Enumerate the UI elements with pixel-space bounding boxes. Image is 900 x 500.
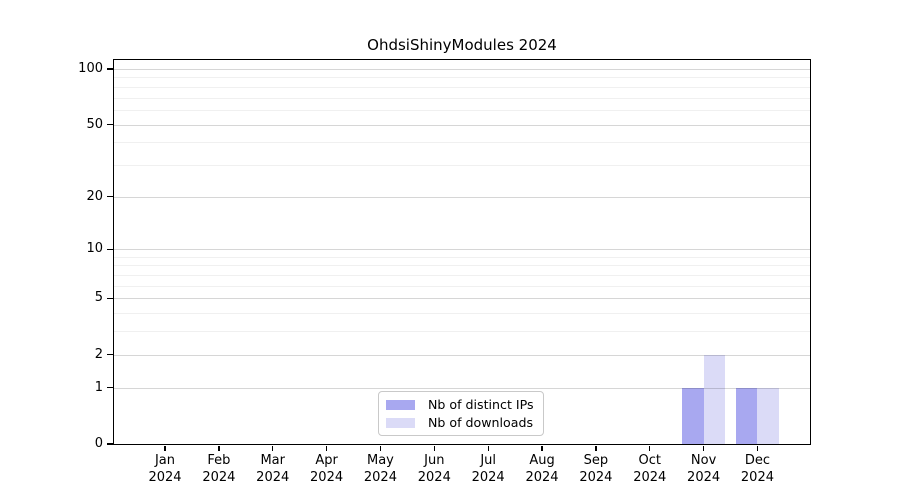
x-tick-label: Feb 2024 — [202, 453, 235, 486]
gridline-minor — [114, 256, 810, 258]
x-tick-label: Sep 2024 — [579, 453, 612, 486]
x-tick-label: Aug 2024 — [525, 453, 558, 486]
x-tick-mark — [433, 446, 435, 451]
x-tick-mark — [595, 446, 597, 451]
legend-item-downloads: Nb of downloads — [386, 415, 534, 430]
x-tick-label: Mar 2024 — [256, 453, 289, 486]
x-tick-mark — [541, 446, 543, 451]
gridline-major — [114, 69, 810, 70]
x-tick-month: Jun — [424, 453, 445, 468]
gridline-major — [114, 387, 810, 389]
y-tick-label: 2 — [94, 346, 103, 362]
y-tick-mark — [107, 354, 113, 356]
x-tick-label: Jan 2024 — [148, 453, 181, 486]
gridline-major — [114, 298, 810, 300]
y-tick-mark — [107, 248, 113, 250]
y-tick-label: 5 — [94, 290, 103, 306]
y-tick-label: 20 — [86, 188, 103, 204]
x-tick-month: Jan — [154, 453, 176, 468]
x-tick-year: 2024 — [471, 469, 505, 485]
y-tick-mark — [107, 297, 113, 300]
x-tick-mark — [703, 446, 705, 451]
legend-item-distinct-ips: Nb of distinct IPs — [386, 397, 534, 412]
x-tick-year: 2024 — [148, 469, 182, 485]
x-tick-label: Jul 2024 — [472, 453, 505, 486]
x-tick-month: Aug — [529, 453, 555, 468]
x-tick-year: 2024 — [740, 469, 774, 485]
y-tick-label: 1 — [94, 379, 103, 395]
gridline-minor — [114, 109, 810, 111]
x-tick-year: 2024 — [417, 469, 451, 485]
gridline-minor — [114, 285, 810, 287]
x-tick-mark — [164, 446, 166, 451]
y-tick-label: 50 — [86, 116, 103, 132]
gridline-minor — [114, 313, 810, 315]
gridline-minor — [114, 164, 810, 166]
x-tick-month: Sep — [583, 453, 609, 468]
x-tick-year: 2024 — [363, 469, 397, 485]
bar-distinct-ips-dec — [735, 387, 758, 444]
legend: Nb of distinct IPs Nb of downloads — [378, 391, 544, 436]
x-tick-month: Apr — [315, 453, 338, 468]
gridline-minor — [114, 86, 810, 88]
x-tick-label: Jun 2024 — [418, 453, 451, 486]
gridline-minor — [114, 275, 810, 277]
x-tick-month: Mar — [260, 453, 285, 468]
x-tick-year: 2024 — [525, 469, 559, 485]
x-tick-month: May — [366, 453, 394, 468]
bar-downloads-dec — [757, 387, 780, 444]
x-tick-month: Oct — [638, 453, 661, 468]
x-tick-label: Oct 2024 — [633, 453, 666, 486]
x-tick-mark — [325, 446, 328, 451]
legend-label-downloads: Nb of downloads — [428, 415, 534, 430]
gridline-minor — [114, 331, 810, 333]
bar-downloads-nov — [703, 354, 726, 444]
y-tick-mark — [107, 443, 113, 445]
gridline-major — [114, 196, 810, 198]
y-tick-label: 10 — [86, 241, 103, 257]
gridline-minor — [114, 77, 810, 79]
y-tick-label: 100 — [78, 61, 103, 76]
y-tick-mark — [107, 387, 113, 389]
y-tick-mark — [107, 123, 113, 126]
x-tick-mark — [756, 446, 759, 451]
x-tick-label: May 2024 — [364, 453, 397, 486]
y-tick-mark — [107, 68, 113, 70]
gridline-minor — [114, 142, 810, 144]
x-tick-mark — [218, 446, 220, 451]
x-tick-mark — [272, 446, 274, 451]
x-tick-year: 2024 — [633, 469, 667, 485]
x-tick-month: Feb — [207, 453, 231, 468]
x-tick-mark — [487, 446, 489, 451]
x-tick-month: Dec — [744, 453, 771, 468]
x-tick-month: Jul — [480, 453, 496, 468]
legend-swatch-distinct-ips — [386, 399, 415, 410]
y-tick-label: 0 — [94, 436, 103, 451]
x-tick-label: Nov 2024 — [687, 453, 720, 486]
gridline-major — [114, 354, 810, 356]
x-tick-year: 2024 — [687, 469, 721, 485]
x-tick-year: 2024 — [579, 469, 613, 485]
x-tick-year: 2024 — [256, 469, 290, 485]
y-tick-mark — [107, 196, 113, 198]
x-tick-mark — [379, 446, 382, 451]
legend-label-distinct-ips: Nb of distinct IPs — [428, 397, 534, 412]
x-tick-year: 2024 — [310, 469, 344, 485]
x-tick-mark — [649, 446, 651, 451]
gridline-minor — [114, 97, 810, 99]
x-tick-label: Apr 2024 — [310, 453, 343, 486]
x-tick-label: Dec 2024 — [741, 453, 774, 486]
bar-distinct-ips-nov — [681, 387, 704, 444]
gridline-major — [114, 124, 810, 126]
legend-swatch-downloads — [386, 417, 415, 428]
gridline-major — [114, 249, 810, 251]
chart-title: OhdsiShinyModules 2024 — [367, 36, 557, 54]
plot-area: Nb of distinct IPs Nb of downloads 0 1 2 5 1… — [78, 59, 811, 485]
x-tick-year: 2024 — [202, 469, 236, 485]
gridline-minor — [114, 265, 810, 267]
x-tick-month: Nov — [690, 453, 717, 468]
